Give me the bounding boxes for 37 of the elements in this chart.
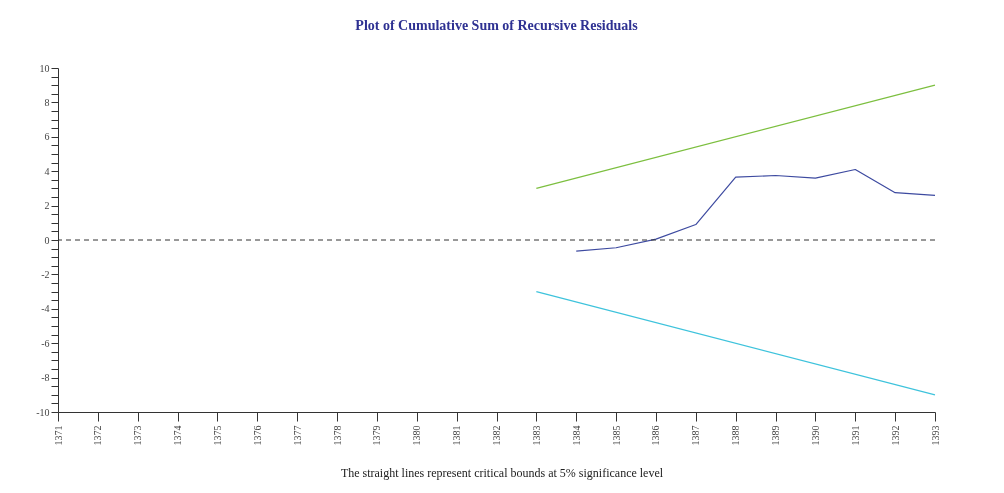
y-tick-label: 10	[39, 62, 50, 74]
x-tick-label: 1384	[570, 425, 582, 446]
x-tick-label: 1389	[770, 425, 782, 446]
x-tick-label: 1372	[92, 425, 104, 446]
y-tick-label: -4	[41, 303, 50, 315]
y-tick-label: 4	[44, 165, 50, 177]
x-tick-label: 1374	[172, 425, 184, 446]
y-tick-label: 8	[44, 96, 50, 108]
x-tick-label: 1373	[132, 425, 144, 446]
x-tick-label: 1379	[371, 425, 383, 446]
x-tick-label: 1380	[411, 425, 423, 446]
line-series	[575, 168, 936, 252]
y-tick-label: -2	[41, 268, 50, 280]
x-tick-label: 1392	[889, 425, 901, 446]
y-tick-label: -10	[36, 406, 50, 418]
y-tick-label: 0	[44, 234, 50, 246]
x-tick-label: 1371	[52, 425, 64, 446]
x-tick-label: 1388	[730, 425, 742, 446]
x-tick-label: 1386	[650, 425, 662, 446]
x-tick-label: 1393	[929, 425, 941, 446]
y-tick-label: 6	[44, 131, 50, 143]
x-tick-label: 1390	[809, 425, 821, 446]
x-tick-label: 1387	[690, 425, 702, 446]
y-tick-label: -8	[41, 372, 50, 384]
y-tick-label: 2	[44, 200, 50, 212]
x-tick-label: 1378	[331, 425, 343, 446]
chart-title: Plot of Cumulative Sum of Recursive Residuals	[355, 18, 639, 33]
text: The straight lines represent critical bounds at 5% significance level	[339, 466, 665, 481]
y-tick-label: -6	[41, 337, 50, 349]
x-tick-label: 1376	[251, 425, 263, 446]
x-tick-label: 1381	[451, 425, 463, 446]
x-tick-label: 1375	[211, 425, 223, 446]
x-tick-label: 1383	[530, 425, 542, 446]
x-tick-label: 1385	[610, 425, 622, 446]
x-tick-label: 1391	[849, 425, 861, 446]
x-tick-label: 1377	[291, 425, 303, 446]
x-tick-label: 1382	[491, 425, 502, 446]
